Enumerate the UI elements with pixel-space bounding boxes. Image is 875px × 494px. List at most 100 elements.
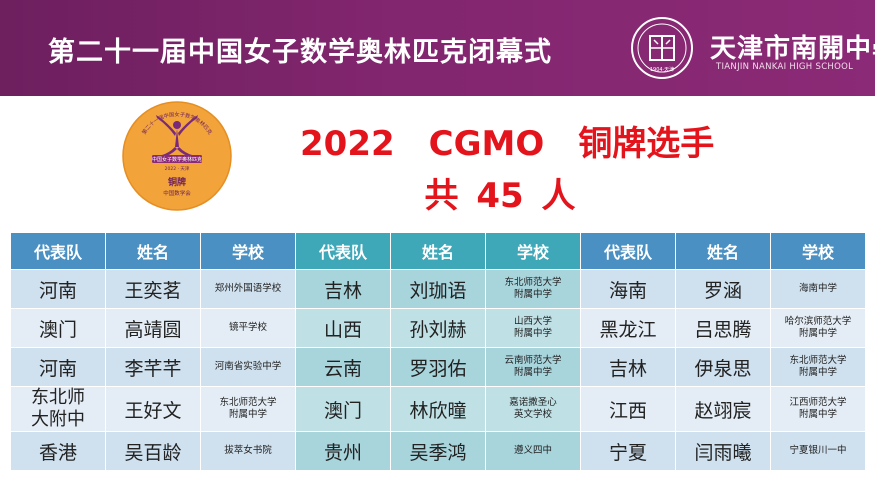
school-text: 东北师范大学 (504, 277, 562, 288)
award-title: 2022 CGMO 铜牌选手 (300, 124, 715, 164)
school-text: 河南省实验中学 (214, 361, 282, 372)
school-text: 东北师范大学 (789, 355, 847, 366)
school-text: 附属中学 (228, 409, 267, 420)
school-cell: 山西大学 附属中学 (485, 308, 581, 348)
column-header-team: 代表队 (580, 232, 676, 270)
column-header-school: 学校 (770, 232, 866, 270)
team-cell: 河南 (10, 347, 106, 387)
school-text: 附属中学 (798, 367, 837, 378)
name-cell: 吕思腾 (675, 308, 771, 348)
team-cell: 澳门 (295, 386, 391, 432)
team-cell: 吉林 (580, 347, 676, 387)
team-cell: 云南 (295, 347, 391, 387)
school-text: 江西师范大学 (789, 397, 847, 408)
team-text: 山西 (323, 318, 362, 341)
school-cell: 嘉诺撒圣心 英文学校 (485, 386, 581, 432)
school-text: 附属中学 (798, 328, 837, 339)
team-text: 宁夏 (608, 441, 647, 464)
column-header-school: 学校 (200, 232, 296, 270)
school-text: 山西大学 (513, 316, 552, 327)
school-text: 附属中学 (513, 367, 552, 378)
team-text: 大附中 (31, 409, 85, 430)
table-row: 河南 李芊芊 河南省实验中学 云南 罗羽佑 云南师范大学 附属中学 吉林 伊泉思 东北师范大学 附属… (10, 347, 866, 387)
team-cell: 宁夏 (580, 431, 676, 471)
name-cell: 罗羽佑 (390, 347, 486, 387)
name-cell: 刘珈语 (390, 269, 486, 309)
team-text: 云南 (323, 357, 362, 380)
school-text: 拔萃女书院 (224, 445, 272, 456)
name-cell: 林欣曈 (390, 386, 486, 432)
school-cell: 江西师范大学 附属中学 (770, 386, 866, 432)
school-cell: 云南师范大学 附属中学 (485, 347, 581, 387)
column-header-team: 代表队 (295, 232, 391, 270)
team-cell: 香港 (10, 431, 106, 471)
column-header-team: 代表队 (10, 232, 106, 270)
name-cell: 罗涵 (675, 269, 771, 309)
school-text: 镜平学校 (228, 322, 267, 333)
column-header-school: 学校 (485, 232, 581, 270)
table-row: 东北师 大附中 王好文 东北师范大学 附属中学 澳门 林欣曈 嘉诺撒圣心 英文学校 江西 赵翊宸 江西… (10, 386, 866, 432)
column-header-name: 姓名 (105, 232, 201, 270)
team-cell: 东北师 大附中 (10, 386, 106, 432)
school-cell: 东北师范大学 附属中学 (485, 269, 581, 309)
school-cell: 东北师范大学 附属中学 (200, 386, 296, 432)
column-header-name: 姓名 (390, 232, 486, 270)
school-cell: 遵义四中 (485, 431, 581, 471)
school-text: 附属中学 (798, 409, 837, 420)
name-cell: 伊泉思 (675, 347, 771, 387)
team-text: 河南 (38, 279, 77, 302)
team-text: 澳门 (323, 399, 362, 422)
table-row: 河南 王奕茗 郑州外国语学校 吉林 刘珈语 东北师范大学 附属中学 海南 罗涵 海南中学 (10, 269, 866, 309)
school-text: 遵义四中 (513, 445, 552, 456)
name-cell: 闫雨曦 (675, 431, 771, 471)
school-text: 嘉诺撒圣心 (509, 397, 557, 408)
table-body: 河南 王奕茗 郑州外国语学校 吉林 刘珈语 东北师范大学 附属中学 海南 罗涵 海南中学 澳门 高靖圆… (10, 269, 866, 471)
team-text: 海南 (608, 279, 647, 302)
name-cell: 王好文 (105, 386, 201, 432)
team-text: 香港 (38, 441, 77, 464)
team-text: 河南 (38, 357, 77, 380)
medal-band-text: 中国女子数学奥林匹克 (152, 156, 202, 163)
medal-year-text: 2022 · 天津 (165, 165, 190, 172)
table-row: 香港 吴百龄 拔萃女书院 贵州 吴季鸿 遵义四中 宁夏 闫雨曦 宁夏银川一中 (10, 431, 866, 471)
name-cell: 吴百龄 (105, 431, 201, 471)
school-text: 宁夏银川一中 (789, 445, 847, 456)
school-cell: 镜平学校 (200, 308, 296, 348)
table-header-row: 代表队 姓名 学校 代表队 姓名 学校 代表队 姓名 学校 (10, 232, 866, 270)
table-row: 澳门 高靖圆 镜平学校 山西 孙刘赫 山西大学 附属中学 黑龙江 吕思腾 哈尔滨师范大学 附属中学 (10, 308, 866, 348)
team-text: 江西 (608, 399, 647, 422)
bronze-medal-logo: 第二十一届中国女子数学奥林匹克 中国女子数学奥林匹克 2022 · 天津 铜牌 … (122, 101, 232, 211)
name-cell: 高靖圆 (105, 308, 201, 348)
team-text: 东北师 (31, 387, 85, 409)
team-cell: 吉林 (295, 269, 391, 309)
name-cell: 赵翊宸 (675, 386, 771, 432)
team-cell: 澳门 (10, 308, 106, 348)
page-title: 第二十一届中国女子数学奥林匹克闭幕式 (48, 37, 552, 68)
team-text: 吉林 (323, 279, 362, 302)
column-header-name: 姓名 (675, 232, 771, 270)
school-name-chinese: 天津市南開中學 (710, 34, 875, 64)
school-cell: 哈尔滨师范大学 附属中学 (770, 308, 866, 348)
school-name-english: TIANJIN NANKAI HIGH SCHOOL (716, 62, 854, 72)
school-text: 郑州外国语学校 (214, 283, 282, 294)
gymnast-figure-icon (156, 115, 198, 157)
school-cell: 东北师范大学 附属中学 (770, 347, 866, 387)
school-text: 附属中学 (513, 328, 552, 339)
team-cell: 贵州 (295, 431, 391, 471)
school-cell: 宁夏银川一中 (770, 431, 866, 471)
school-cell: 拔萃女书院 (200, 431, 296, 471)
team-text: 黑龙江 (599, 318, 657, 341)
team-cell: 江西 (580, 386, 676, 432)
medal-label-text: 铜牌 (168, 176, 186, 188)
school-seal-icon: 1904·天津 (631, 17, 693, 79)
name-cell: 孙刘赫 (390, 308, 486, 348)
school-text: 海南中学 (798, 283, 837, 294)
school-text: 英文学校 (513, 409, 552, 420)
team-cell: 河南 (10, 269, 106, 309)
school-text: 附属中学 (513, 289, 552, 300)
header-banner: 第二十一届中国女子数学奥林匹克闭幕式 1904·天津 天津市南開中學 TIANJ… (0, 0, 875, 96)
name-cell: 王奕茗 (105, 269, 201, 309)
school-text: 云南师范大学 (504, 355, 562, 366)
team-cell: 黑龙江 (580, 308, 676, 348)
team-text: 吉林 (608, 357, 647, 380)
